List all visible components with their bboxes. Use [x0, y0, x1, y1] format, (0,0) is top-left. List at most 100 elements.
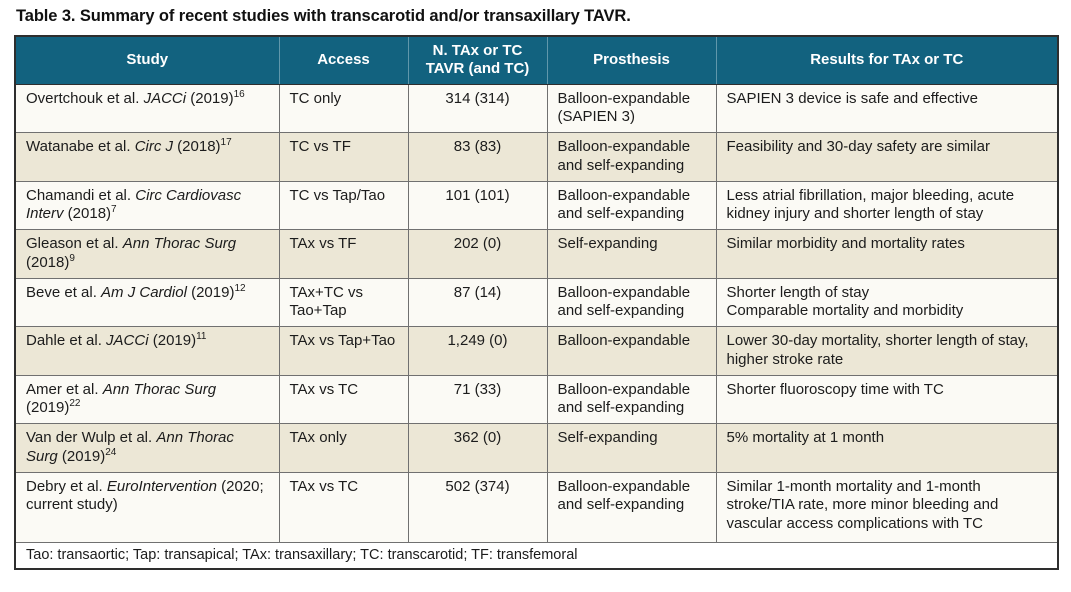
prosthesis-cell: Self-expanding [546, 423, 717, 473]
table-row: Gleason et al. Ann Thorac Surg (2018)9 T… [14, 229, 1059, 279]
column-header-n: N. TAx or TC TAVR (and TC) [407, 36, 547, 85]
column-header-prosthesis: Prosthesis [546, 36, 716, 85]
study-reference: 11 [196, 331, 207, 342]
n-cell: 71 (33) [407, 374, 548, 424]
study-cell: Dahle et al. JACCi (2019)11 [14, 326, 280, 376]
column-header-access: Access [278, 36, 408, 85]
study-cell: Van der Wulp et al. Ann Thorac Surg (201… [14, 423, 280, 473]
study-author: Gleason et al. [26, 235, 123, 252]
study-cell: Overtchouk et al. JACCi (2019)16 [14, 83, 280, 133]
study-cell: Gleason et al. Ann Thorac Surg (2018)9 [14, 229, 280, 279]
study-year: (2019) [186, 283, 235, 301]
table-row: Watanabe et al. Circ J (2018)17 TC vs TF… [14, 132, 1059, 182]
results-cell: 5% mortality at 1 month [715, 423, 1059, 473]
n-cell: 314 (314) [407, 83, 548, 133]
study-journal: EuroIntervention [106, 477, 217, 495]
study-cell: Beve et al. Am J Cardiol (2019)12 [14, 277, 280, 327]
study-year: (2019) [57, 447, 106, 465]
n-cell: 87 (14) [407, 277, 548, 327]
prosthesis-cell: Balloon-expandable and self-expanding [546, 132, 717, 182]
n-cell: 502 (374) [407, 471, 548, 543]
results-cell: Shorter fluoroscopy time with TC [715, 374, 1059, 424]
study-year: (2019) [26, 399, 70, 417]
n-cell: 202 (0) [407, 229, 548, 279]
study-year: (2018) [173, 138, 221, 155]
prosthesis-cell: Balloon-expandable and self-expanding [546, 180, 717, 230]
footnote: Tao: transaortic; Tap: transapical; TAx:… [14, 541, 1059, 570]
prosthesis-cell: Balloon-expandable and self-expanding [546, 374, 717, 424]
access-cell: TAx+TC vs Tao+Tap [278, 277, 409, 327]
table-row: Beve et al. Am J Cardiol (2019)12 TAx+TC… [14, 277, 1059, 327]
study-year: (2019) [186, 89, 234, 107]
table-row: Debry et al. EuroIntervention (2020; cur… [14, 471, 1059, 543]
column-header-results: Results for TAx or TC [715, 36, 1058, 85]
results-cell: Feasibility and 30-day safety are simila… [715, 132, 1059, 182]
access-cell: TAx vs TC [278, 374, 409, 424]
access-cell: TC vs Tap/Tao [278, 180, 409, 230]
table-row: Chamandi et al. Circ Cardiovasc Interv (… [14, 180, 1059, 230]
n-cell: 1,249 (0) [407, 326, 548, 376]
study-reference: 17 [220, 137, 232, 148]
study-journal: Ann Thorac Surg [26, 429, 234, 465]
study-journal: JACCi [106, 332, 149, 349]
study-cell: Debry et al. EuroIntervention (2020; cur… [14, 471, 280, 543]
study-journal: Circ J [134, 138, 174, 155]
results-cell: Similar morbidity and mortality rates [715, 229, 1059, 279]
access-cell: TC only [278, 83, 409, 133]
study-author: Chamandi et al. [26, 186, 136, 204]
study-reference: 9 [69, 252, 75, 264]
study-reference: 24 [105, 446, 117, 458]
study-author: Overtchouk et al. [26, 89, 144, 107]
table-row: Amer et al. Ann Thorac Surg (2019)22 TAx… [14, 374, 1059, 424]
study-author: Watanabe et al. [26, 138, 135, 155]
table-body: Overtchouk et al. JACCi (2019)16 TC only… [14, 83, 1059, 543]
table-title: Table 3. Summary of recent studies with … [16, 7, 631, 25]
study-journal: Am J Cardiol [101, 283, 187, 301]
results-cell: Similar 1-month mortality and 1-month st… [715, 471, 1059, 543]
n-cell: 83 (83) [407, 132, 548, 182]
column-header-study: Study [15, 36, 279, 85]
access-cell: TAx only [278, 423, 409, 473]
study-author: Van der Wulp et al. [26, 429, 157, 446]
study-journal: Ann Thorac Surg [122, 235, 237, 252]
header-row: Study Access N. TAx or TC TAVR (and TC) … [15, 36, 1058, 85]
prosthesis-cell: Balloon-expandable and self-expanding [546, 471, 717, 543]
prosthesis-cell: Self-expanding [546, 229, 717, 279]
prosthesis-cell: Balloon-expandable [546, 326, 717, 376]
study-cell: Chamandi et al. Circ Cardiovasc Interv (… [14, 180, 280, 230]
access-cell: TAx vs TC [278, 471, 409, 543]
study-journal: Circ Cardiovasc Interv [26, 186, 242, 223]
study-reference: 7 [111, 204, 117, 216]
results-cell: Less atrial fibrillation, major bleeding… [715, 180, 1059, 230]
table-footer: Tao: transaortic; Tap: transapical; TAx:… [14, 541, 1059, 570]
access-cell: TAx vs TF [278, 229, 409, 279]
results-cell: Lower 30-day mortality, shorter length o… [715, 326, 1059, 376]
access-cell: TC vs TF [278, 132, 409, 182]
prosthesis-cell: Balloon-expandable and self-expanding [546, 277, 717, 327]
access-cell: TAx vs Tap+Tao [278, 326, 409, 376]
study-year: (2018) [26, 253, 70, 271]
study-journal: Ann Thorac Surg [102, 380, 217, 398]
table-row: Dahle et al. JACCi (2019)11 TAx vs Tap+T… [14, 326, 1059, 376]
study-year: (2020; current study) [26, 477, 264, 514]
study-cell: Watanabe et al. Circ J (2018)17 [14, 132, 280, 182]
study-reference: 12 [234, 282, 246, 294]
study-reference: 16 [233, 88, 245, 100]
study-year: (2018) [63, 205, 112, 223]
studies-table: Study Access N. TAx or TC TAVR (and TC) … [14, 35, 1059, 570]
study-author: Beve et al. [26, 283, 102, 301]
page: Table 3. Summary of recent studies with … [14, 7, 1059, 570]
study-journal: JACCi [143, 89, 187, 107]
results-cell: SAPIEN 3 device is safe and effective [715, 83, 1059, 133]
table-row: Overtchouk et al. JACCi (2019)16 TC only… [14, 83, 1059, 133]
table-header: Study Access N. TAx or TC TAVR (and TC) … [15, 36, 1058, 85]
study-author: Debry et al. [26, 477, 107, 495]
table-row: Van der Wulp et al. Ann Thorac Surg (201… [14, 423, 1059, 473]
study-year: (2019) [148, 332, 197, 349]
prosthesis-cell: Balloon-expandable (SAPIEN 3) [546, 83, 717, 133]
results-cell: Shorter length of stay Comparable mortal… [715, 277, 1059, 327]
n-cell: 101 (101) [407, 180, 548, 230]
footnote-row: Tao: transaortic; Tap: transapical; TAx:… [14, 541, 1059, 570]
n-cell: 362 (0) [407, 423, 548, 473]
study-author: Amer et al. [26, 380, 103, 398]
